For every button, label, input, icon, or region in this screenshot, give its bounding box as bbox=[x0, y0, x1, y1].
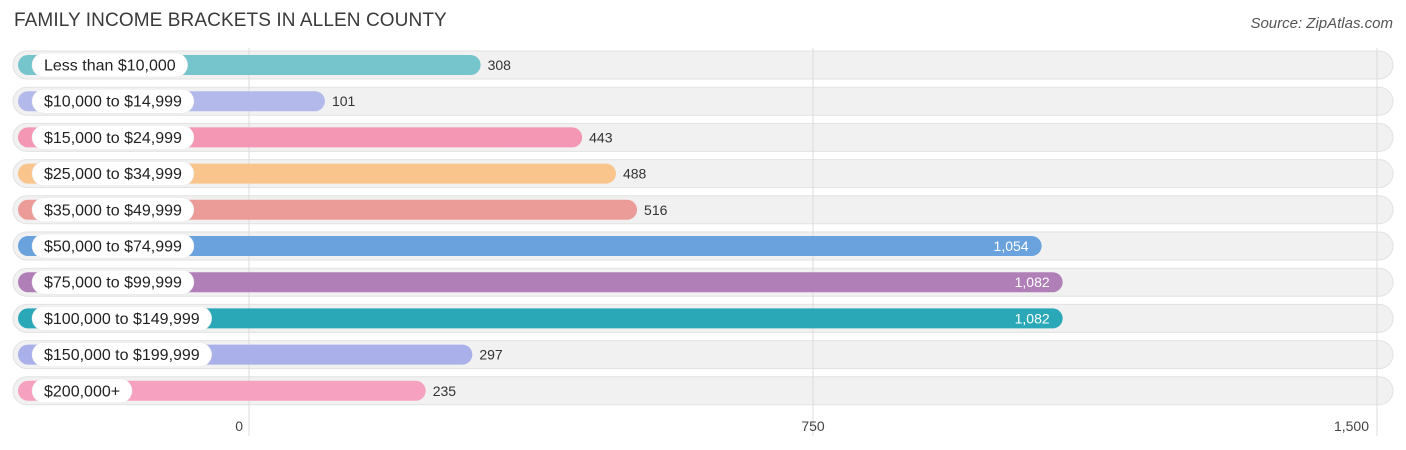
x-tick-label: 1,500 bbox=[1334, 418, 1369, 434]
category-pill bbox=[31, 125, 195, 150]
value-label: 1,082 bbox=[1015, 274, 1050, 290]
category-label: $50,000 to $74,999 bbox=[44, 239, 182, 256]
value-label: 488 bbox=[623, 166, 647, 182]
category-label: Less than $10,000 bbox=[44, 58, 176, 75]
bar[interactable] bbox=[18, 272, 1063, 293]
category-pill bbox=[31, 378, 133, 404]
chart-source: Source: ZipAtlas.com bbox=[1250, 15, 1393, 32]
bar-row: $200,000+ 235 bbox=[18, 378, 457, 404]
value-label: 1,054 bbox=[994, 238, 1029, 254]
x-tick-label: 750 bbox=[801, 418, 825, 434]
category-label: $25,000 to $34,999 bbox=[44, 166, 182, 183]
row-track bbox=[12, 86, 1394, 116]
category-pill bbox=[31, 342, 212, 367]
value-label: 297 bbox=[479, 347, 503, 363]
value-label: 101 bbox=[332, 93, 356, 109]
bar-row: $15,000 to $24,999 443 bbox=[18, 125, 613, 150]
category-label: $75,000 to $99,999 bbox=[44, 275, 182, 292]
value-label: 235 bbox=[433, 383, 457, 399]
category-pill bbox=[31, 306, 212, 331]
category-label: $200,000+ bbox=[44, 383, 120, 400]
bar-row: $75,000 to $99,999 1,082 bbox=[18, 269, 1063, 295]
bar[interactable] bbox=[18, 308, 1063, 329]
value-label: 308 bbox=[488, 57, 512, 73]
category-pill bbox=[31, 88, 195, 114]
bar[interactable] bbox=[18, 236, 1042, 256]
bar-row: $50,000 to $74,999 1,054 bbox=[18, 233, 1042, 259]
bar-row: $10,000 to $14,999 101 bbox=[18, 88, 356, 114]
value-label: 443 bbox=[589, 129, 613, 145]
x-tick-label: 0 bbox=[235, 418, 243, 434]
value-label: 1,082 bbox=[1015, 310, 1050, 326]
category-pill bbox=[31, 197, 195, 223]
chart-title: FAMILY INCOME BRACKETS IN ALLEN COUNTY bbox=[14, 10, 447, 31]
bar-row: $100,000 to $149,999 1,082 bbox=[18, 306, 1063, 331]
value-label: 516 bbox=[644, 202, 668, 218]
category-label: $15,000 to $24,999 bbox=[44, 130, 182, 147]
category-pill bbox=[31, 233, 195, 259]
category-pill bbox=[31, 269, 195, 295]
bar-row: Less than $10,000 308 bbox=[18, 52, 512, 78]
bar-row: $35,000 to $49,999 516 bbox=[18, 197, 668, 223]
category-label: $150,000 to $199,999 bbox=[44, 347, 200, 364]
category-pill bbox=[31, 161, 195, 186]
bar-row: $25,000 to $34,999 488 bbox=[18, 161, 647, 186]
bar-row: $150,000 to $199,999 297 bbox=[18, 342, 503, 367]
category-label: $35,000 to $49,999 bbox=[44, 202, 182, 219]
category-label: $100,000 to $149,999 bbox=[44, 311, 200, 328]
category-pill bbox=[31, 52, 188, 78]
category-label: $10,000 to $14,999 bbox=[44, 94, 182, 111]
